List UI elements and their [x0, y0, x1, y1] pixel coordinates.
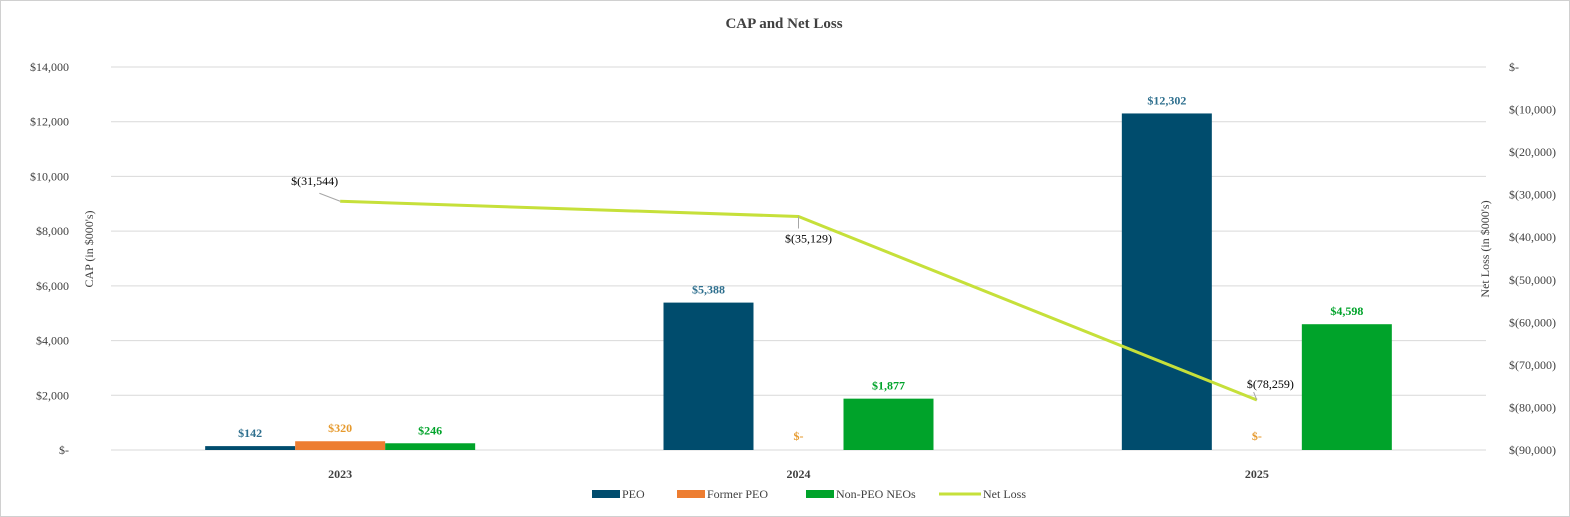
gridlines — [111, 66, 1486, 451]
y-tick-label: $10,000 — [30, 169, 69, 183]
category-labels: 2023 2024 2025 — [328, 467, 1269, 481]
net-loss-leader-line — [319, 192, 341, 202]
y2-tick-label: $(10,000) — [1509, 103, 1556, 117]
y2-tick-label: $(20,000) — [1509, 145, 1556, 159]
bar-data-label: $4,598 — [1330, 304, 1363, 318]
y2-tick-label: $(70,000) — [1509, 358, 1556, 372]
bar — [385, 443, 476, 450]
net-loss-data-label: $(78,259) — [1247, 377, 1294, 391]
legend-label: Former PEO — [707, 487, 768, 501]
y2-tick-label: $(90,000) — [1509, 443, 1556, 457]
legend-label: Non-PEO NEOs — [836, 487, 916, 501]
bar-data-label: $- — [1252, 429, 1262, 443]
y-tick-label: $- — [59, 443, 69, 457]
net-loss-data-label: $(31,544) — [291, 174, 338, 188]
bar-data-label: $12,302 — [1147, 93, 1186, 107]
bar — [295, 441, 386, 450]
y-axis-left-ticks: $- $2,000 $4,000 $6,000 $8,000 $10,000 $12,000… — [30, 60, 69, 457]
legend-swatch — [806, 490, 834, 498]
bar-data-label: $246 — [418, 423, 442, 437]
y2-tick-label: $(30,000) — [1509, 188, 1556, 202]
legend-label: PEO — [622, 487, 645, 501]
legend-swatch — [677, 490, 705, 498]
y2-tick-label: $(80,000) — [1509, 400, 1556, 414]
y-tick-label: $14,000 — [30, 60, 69, 74]
bar — [1301, 324, 1392, 450]
net-loss-line: $(31,544) $(35,129) $(78,259) — [291, 174, 1294, 402]
y-axis-left-title: CAP (in $000's) — [82, 210, 96, 287]
y-axis-right-title: Net Loss (in $000's) — [1478, 200, 1492, 297]
chart-title: CAP and Net Loss — [725, 16, 842, 32]
bar-series: $142 $5,388 $12,302 $320 $- $- $246 $1,877 $4,59… — [205, 93, 1392, 451]
bar — [1121, 113, 1212, 451]
y2-tick-label: $(40,000) — [1509, 230, 1556, 244]
bar — [663, 302, 754, 450]
y2-tick-label: $(60,000) — [1509, 315, 1556, 329]
y-tick-label: $2,000 — [36, 388, 69, 402]
bar-data-label: $- — [794, 429, 804, 443]
bar-data-label: $5,388 — [692, 283, 725, 297]
bar-data-label: $142 — [238, 426, 262, 440]
x-category-label: 2023 — [328, 467, 352, 481]
y-tick-label: $8,000 — [36, 224, 69, 238]
legend-label: Net Loss — [983, 487, 1026, 501]
bar — [205, 446, 296, 450]
y2-tick-label: $- — [1509, 60, 1519, 74]
x-category-label: 2025 — [1245, 467, 1269, 481]
x-category-label: 2024 — [787, 467, 811, 481]
bar-data-label: $320 — [328, 421, 352, 435]
y2-tick-label: $(50,000) — [1509, 273, 1556, 287]
y-tick-label: $4,000 — [36, 334, 69, 348]
bar — [843, 398, 934, 450]
legend: PEO Former PEO Non-PEO NEOs Net Loss — [592, 487, 1026, 501]
net-loss-data-label: $(35,129) — [785, 231, 832, 245]
legend-swatch — [592, 490, 620, 498]
y-tick-label: $6,000 — [36, 279, 69, 293]
y-tick-label: $12,000 — [30, 115, 69, 129]
net-loss-leader-line — [1253, 391, 1258, 401]
bar-data-label: $1,877 — [872, 379, 905, 393]
y-axis-right-ticks: $- $(10,000) $(20,000) $(30,000) $(40,000) $(… — [1509, 60, 1556, 457]
